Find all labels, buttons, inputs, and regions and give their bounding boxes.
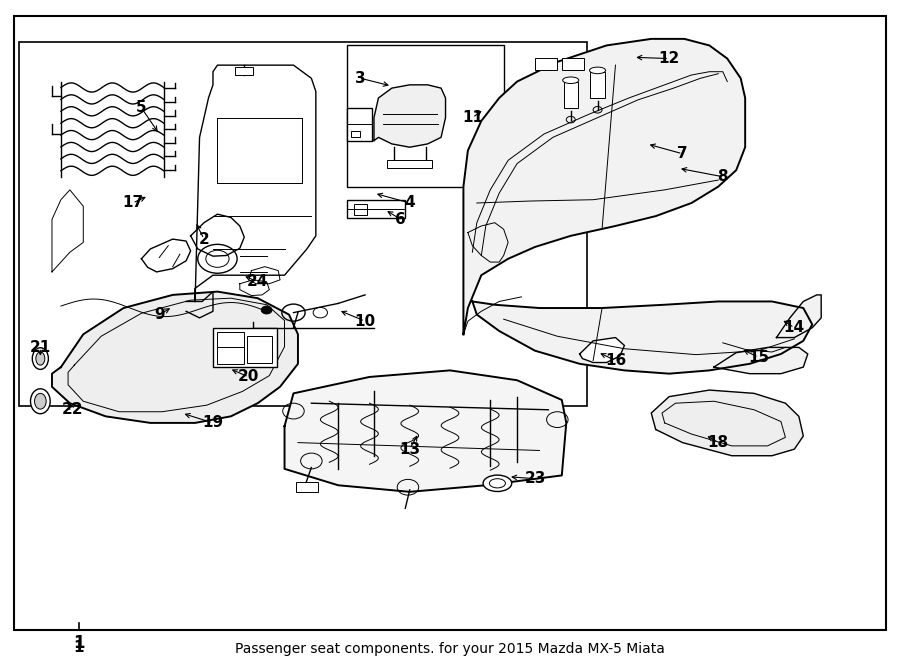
Bar bbox=[347, 46, 504, 187]
Bar bbox=[347, 108, 373, 140]
Ellipse shape bbox=[31, 389, 50, 414]
Polygon shape bbox=[714, 348, 808, 373]
Polygon shape bbox=[239, 280, 269, 295]
Bar bbox=[562, 58, 584, 70]
Ellipse shape bbox=[562, 77, 579, 83]
Text: 10: 10 bbox=[355, 314, 375, 328]
Text: 8: 8 bbox=[717, 169, 728, 184]
Polygon shape bbox=[141, 239, 191, 272]
Bar bbox=[218, 348, 244, 364]
Text: 1: 1 bbox=[74, 640, 84, 655]
Text: 6: 6 bbox=[395, 212, 406, 227]
Polygon shape bbox=[248, 267, 280, 284]
Bar bbox=[235, 67, 253, 75]
Text: 17: 17 bbox=[122, 195, 143, 211]
Text: 24: 24 bbox=[247, 274, 268, 289]
Bar bbox=[355, 205, 367, 214]
Text: 20: 20 bbox=[238, 369, 259, 385]
Text: 14: 14 bbox=[784, 320, 805, 335]
Text: 2: 2 bbox=[199, 232, 210, 247]
Text: 21: 21 bbox=[30, 340, 51, 355]
Bar bbox=[535, 58, 557, 70]
Text: 13: 13 bbox=[400, 442, 420, 457]
Polygon shape bbox=[777, 295, 821, 338]
Polygon shape bbox=[191, 214, 244, 256]
Ellipse shape bbox=[490, 479, 506, 488]
Polygon shape bbox=[464, 39, 745, 334]
Polygon shape bbox=[284, 370, 566, 492]
Polygon shape bbox=[52, 190, 84, 272]
Text: 5: 5 bbox=[136, 101, 147, 115]
Text: 1: 1 bbox=[73, 634, 85, 652]
Bar bbox=[590, 71, 605, 98]
Text: 18: 18 bbox=[707, 435, 729, 450]
Polygon shape bbox=[52, 292, 298, 423]
Bar bbox=[218, 332, 244, 347]
Ellipse shape bbox=[483, 475, 512, 491]
Text: 15: 15 bbox=[748, 350, 770, 365]
Polygon shape bbox=[195, 65, 316, 301]
Text: 16: 16 bbox=[605, 353, 626, 368]
Bar bbox=[351, 132, 360, 137]
Polygon shape bbox=[472, 301, 812, 373]
Ellipse shape bbox=[590, 67, 606, 73]
Text: Passenger seat components. for your 2015 Mazda MX-5 Miata: Passenger seat components. for your 2015… bbox=[235, 642, 665, 657]
Bar bbox=[247, 336, 272, 363]
Bar bbox=[19, 42, 587, 406]
Text: 4: 4 bbox=[404, 195, 415, 211]
Ellipse shape bbox=[36, 352, 45, 365]
Text: 7: 7 bbox=[677, 146, 688, 162]
Polygon shape bbox=[652, 390, 804, 455]
Bar bbox=[387, 160, 432, 168]
Text: 22: 22 bbox=[62, 402, 84, 417]
Text: 9: 9 bbox=[154, 307, 165, 322]
Text: 19: 19 bbox=[202, 415, 223, 430]
Polygon shape bbox=[580, 338, 625, 363]
Text: 12: 12 bbox=[659, 51, 680, 66]
Text: 3: 3 bbox=[356, 71, 366, 86]
Text: 23: 23 bbox=[525, 471, 545, 486]
Polygon shape bbox=[374, 85, 446, 147]
Bar bbox=[213, 328, 277, 367]
Ellipse shape bbox=[34, 393, 46, 409]
Circle shape bbox=[261, 306, 272, 314]
Ellipse shape bbox=[32, 348, 49, 369]
Bar bbox=[347, 200, 405, 218]
Bar bbox=[296, 482, 318, 492]
Text: 11: 11 bbox=[462, 110, 483, 125]
Bar bbox=[563, 81, 578, 108]
